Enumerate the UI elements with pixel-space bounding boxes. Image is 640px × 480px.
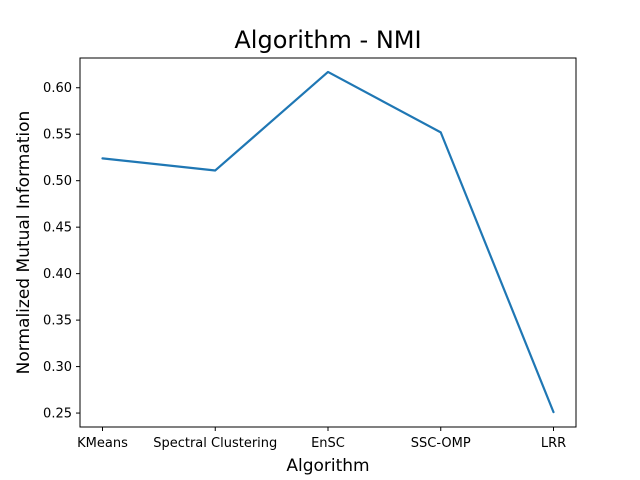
y-tick-label: 0.25: [43, 407, 72, 422]
y-tick-label: 0.50: [43, 174, 72, 189]
y-tick-label: 0.60: [43, 81, 72, 96]
x-tick-label: KMeans: [77, 436, 128, 451]
y-tick-label: 0.40: [43, 267, 72, 282]
series-group: [101, 70, 555, 414]
y-axis-label: Normalized Mutual Information: [14, 111, 34, 375]
series-line: [101, 70, 555, 414]
y-axis-ticks: 0.25 0.30 0.35 0.40 0.45 0.50 0.55 0.60: [43, 81, 80, 422]
y-tick-label: 0.55: [43, 128, 72, 143]
y-tick-label: 0.45: [43, 221, 72, 236]
x-axis-ticks: KMeans Spectral Clustering EnSC SSC-OMP LRR: [77, 427, 566, 451]
x-axis-label: Algorithm: [286, 456, 369, 476]
plot-frame: [79, 57, 577, 428]
x-tick-label: LRR: [541, 436, 566, 451]
y-tick-label: 0.30: [43, 360, 72, 375]
x-tick-label: Spectral Clustering: [153, 436, 277, 451]
x-tick-label: SSC-OMP: [411, 436, 471, 451]
chart-title: Algorithm - NMI: [234, 26, 421, 54]
plot-area: 0.25 0.30 0.35 0.40 0.45 0.50 0.55 0.60 KMeans S…: [43, 57, 577, 451]
y-tick-label: 0.35: [43, 314, 72, 329]
x-tick-label: EnSC: [311, 436, 345, 451]
